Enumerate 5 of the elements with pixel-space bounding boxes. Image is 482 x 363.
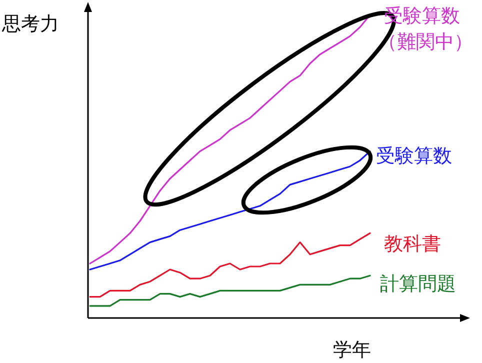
- series-label: 教科書: [384, 233, 441, 255]
- x-axis-title: 学年: [333, 339, 371, 361]
- series-label: 受験算数: [376, 145, 452, 167]
- series-label: 計算問題: [380, 273, 456, 295]
- y-axis-title: 思考力: [1, 13, 59, 35]
